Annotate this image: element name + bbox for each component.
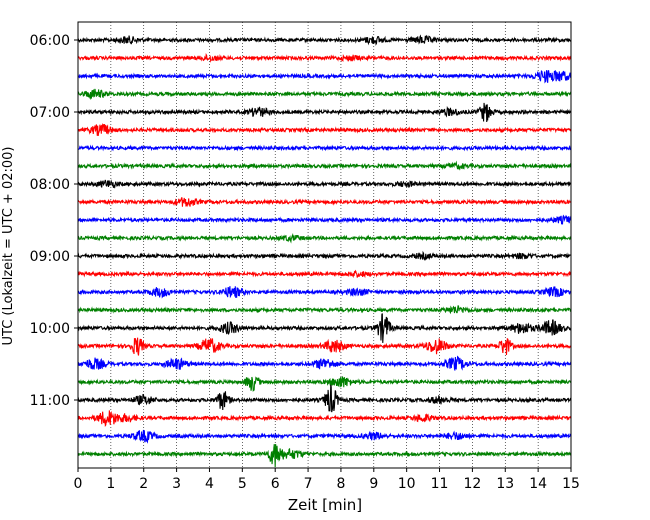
trace-07:15 — [77, 122, 572, 137]
trace-11:15 — [77, 410, 572, 428]
trace-09:00 — [77, 250, 572, 261]
x-tick-label-9: 9 — [369, 476, 378, 492]
seismic-traces — [77, 34, 572, 468]
trace-10:15 — [77, 337, 572, 356]
trace-08:00 — [77, 179, 572, 189]
x-tick-label-0: 0 — [74, 476, 83, 492]
trace-08:45 — [77, 233, 572, 244]
trace-09:45 — [77, 305, 572, 315]
trace-10:30 — [77, 355, 572, 371]
trace-07:00 — [77, 102, 572, 122]
trace-11:45 — [77, 444, 572, 468]
x-tick-label-15: 15 — [562, 476, 580, 492]
trace-11:00 — [77, 384, 572, 413]
x-tick-label-13: 13 — [496, 476, 514, 492]
trace-08:30 — [77, 214, 572, 225]
x-tick-label-8: 8 — [336, 476, 345, 492]
x-tick-label-5: 5 — [238, 476, 247, 492]
x-tick-label-11: 11 — [431, 476, 449, 492]
trace-09:15 — [77, 269, 572, 279]
trace-10:00 — [77, 313, 572, 343]
trace-06:15 — [77, 53, 572, 63]
x-tick-label-4: 4 — [205, 476, 214, 492]
x-tick-label-6: 6 — [271, 476, 280, 492]
y-tick-label-4: 10:00 — [30, 321, 70, 337]
y-tick-label-1: 07:00 — [30, 105, 70, 121]
trace-09:30 — [77, 286, 572, 299]
y-tick-label-0: 06:00 — [30, 33, 70, 49]
trace-07:45 — [77, 160, 572, 171]
x-tick-label-7: 7 — [304, 476, 313, 492]
trace-06:00 — [77, 34, 572, 46]
y-tick-label-3: 09:00 — [30, 249, 70, 265]
x-tick-label-12: 12 — [463, 476, 481, 492]
x-tick-label-1: 1 — [106, 476, 115, 492]
x-tick-label-10: 10 — [398, 476, 416, 492]
vertical-gridlines — [110, 22, 539, 468]
y-axis-ticks: 06:00 07:00 08:00 09:00 10:00 11:00 — [30, 33, 78, 409]
plot-frame — [77, 21, 572, 469]
y-tick-label-2: 08:00 — [30, 177, 70, 193]
trace-06:30 — [77, 70, 572, 84]
x-tick-label-14: 14 — [529, 476, 547, 492]
trace-08:15 — [77, 197, 572, 208]
trace-06:45 — [77, 88, 572, 101]
y-tick-label-5: 11:00 — [30, 393, 70, 409]
trace-11:30 — [77, 429, 572, 444]
x-tick-label-3: 3 — [172, 476, 181, 492]
x-axis-ticks: 0 1 2 3 4 5 6 7 8 9 10 11 12 13 14 15 — [74, 468, 580, 492]
x-axis-title: Zeit [min] — [288, 496, 362, 514]
x-tick-label-2: 2 — [139, 476, 148, 492]
trace-07:30 — [77, 144, 572, 152]
y-axis-title: UTC (Lokalzeit = UTC + 02:00) — [1, 147, 16, 346]
trace-10:45 — [77, 376, 572, 392]
